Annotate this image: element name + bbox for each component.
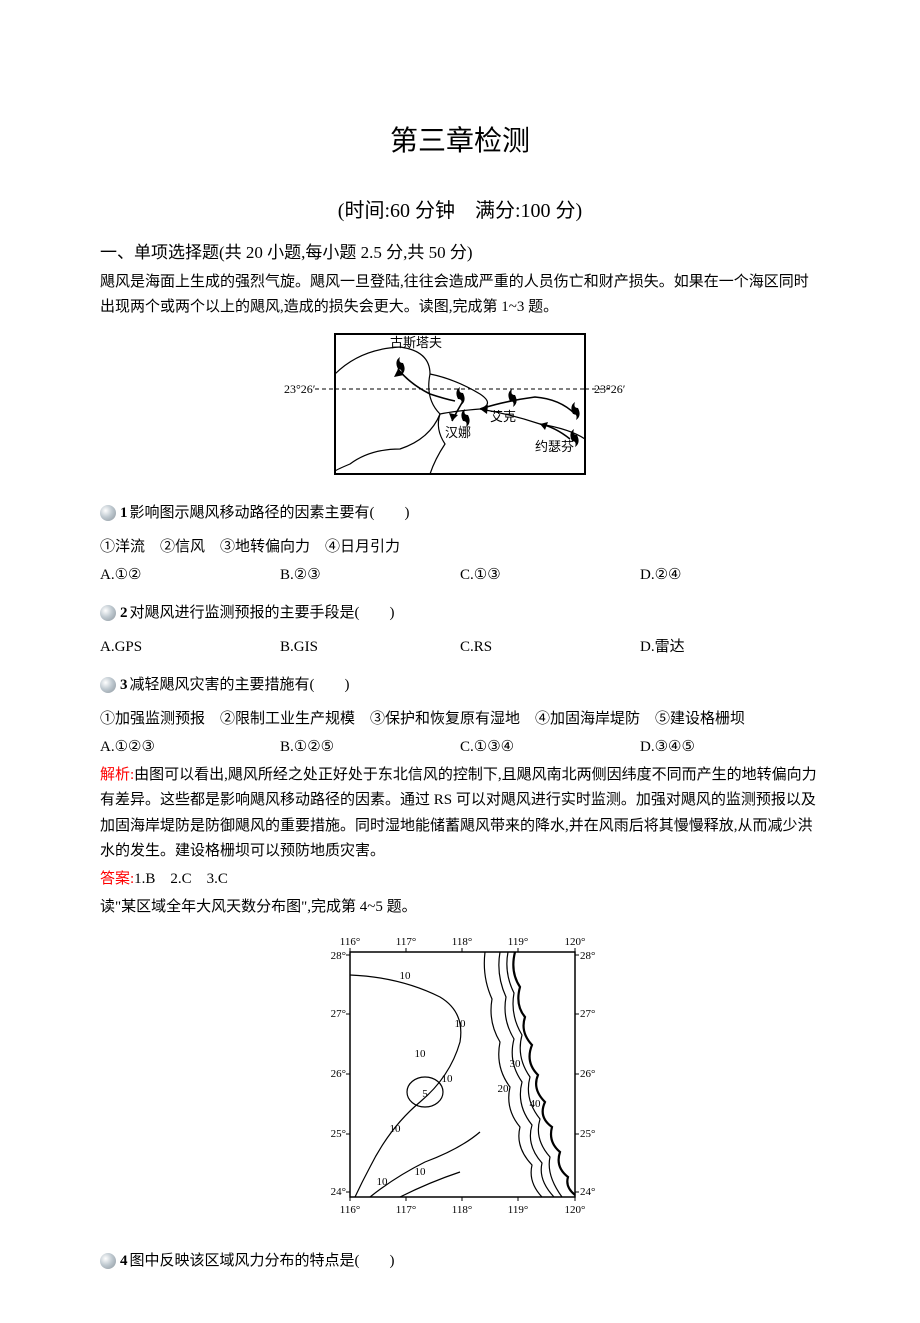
svg-text:117°: 117° xyxy=(396,1204,417,1216)
q1-subs: ①洋流 ②信风 ③地转偏向力 ④日月引力 xyxy=(100,535,820,559)
svg-text:24°: 24° xyxy=(580,1186,595,1198)
svg-text:24°: 24° xyxy=(331,1186,346,1198)
svg-text:10: 10 xyxy=(377,1176,389,1188)
analysis-label: 解析: xyxy=(100,767,134,783)
svg-text:119°: 119° xyxy=(508,1204,529,1216)
q3-choice-a: A.①②③ xyxy=(100,735,280,759)
question-2: 2 对飓风进行监测预报的主要手段是( ) A.GPS B.GIS C.RS D.… xyxy=(100,601,820,659)
svg-text:30: 30 xyxy=(510,1058,522,1070)
svg-text:28°: 28° xyxy=(580,950,595,962)
q2-choice-d: D.雷达 xyxy=(640,635,820,659)
q3-choice-b: B.①②⑤ xyxy=(280,735,460,759)
analysis-text: 由图可以看出,飓风所经之处正好处于东北信风的控制下,且飓风南北两侧因纬度不同而产… xyxy=(100,767,817,860)
svg-text:20: 20 xyxy=(498,1083,510,1095)
storm-hanna: 汉娜 xyxy=(445,425,471,440)
q3-subs: ①加强监测预报 ②限制工业生产规模 ③保护和恢复原有湿地 ④加固海岸堤防 ⑤建设… xyxy=(100,707,820,731)
bullet-icon xyxy=(100,605,116,621)
q4-num: 4 xyxy=(120,1249,128,1273)
svg-text:10: 10 xyxy=(415,1166,427,1178)
bullet-icon xyxy=(100,1253,116,1269)
q2-choice-b: B.GIS xyxy=(280,635,460,659)
q2-num: 2 xyxy=(120,601,128,625)
section-header: 一、单项选择题(共 20 小题,每小题 2.5 分,共 50 分) xyxy=(100,239,820,266)
question-1: 1 影响图示飓风移动路径的因素主要有( ) ①洋流 ②信风 ③地转偏向力 ④日月… xyxy=(100,501,820,587)
svg-text:26°: 26° xyxy=(331,1068,346,1080)
q2-choices: A.GPS B.GIS C.RS D.雷达 xyxy=(100,635,820,659)
analysis-block: 解析:由图可以看出,飓风所经之处正好处于东北信风的控制下,且飓风南北两侧因纬度不… xyxy=(100,763,820,865)
q1-choices: A.①② B.②③ C.①③ D.②④ xyxy=(100,563,820,587)
svg-text:27°: 27° xyxy=(331,1008,346,1020)
q3-choice-c: C.①③④ xyxy=(460,735,640,759)
q2-choice-c: C.RS xyxy=(460,635,640,659)
q4-text: 图中反映该区域风力分布的特点是( ) xyxy=(130,1249,395,1273)
question-4: 4 图中反映该区域风力分布的特点是( ) xyxy=(100,1249,820,1273)
bullet-icon xyxy=(100,505,116,521)
answer-label: 答案: xyxy=(100,871,134,887)
figure-1: 23°26′ 23°26′ 古斯塔夫 汉娜 艾克 约瑟芬 xyxy=(100,329,820,487)
svg-text:118°: 118° xyxy=(452,936,473,948)
q1-text: 影响图示飓风移动路径的因素主要有( ) xyxy=(130,501,410,525)
q1-choice-d: D.②④ xyxy=(640,563,820,587)
lat-left: 23°26′ xyxy=(284,382,316,396)
svg-text:116°: 116° xyxy=(340,1204,361,1216)
svg-text:27°: 27° xyxy=(580,1008,595,1020)
storm-gustav: 古斯塔夫 xyxy=(390,335,442,350)
q3-choice-d: D.③④⑤ xyxy=(640,735,820,759)
intro-text-2: 读"某区域全年大风天数分布图",完成第 4~5 题。 xyxy=(100,895,820,919)
svg-text:10: 10 xyxy=(442,1073,454,1085)
svg-text:25°: 25° xyxy=(331,1128,346,1140)
q3-choices: A.①②③ B.①②⑤ C.①③④ D.③④⑤ xyxy=(100,735,820,759)
svg-text:26°: 26° xyxy=(580,1068,595,1080)
lat-right: 23°26′ xyxy=(594,382,626,396)
q2-choice-a: A.GPS xyxy=(100,635,280,659)
page-title: 第三章检测 xyxy=(100,120,820,165)
svg-text:116°: 116° xyxy=(340,936,361,948)
q1-choice-a: A.①② xyxy=(100,563,280,587)
q1-choice-b: B.②③ xyxy=(280,563,460,587)
q1-choice-c: C.①③ xyxy=(460,563,640,587)
q3-text: 减轻飓风灾害的主要措施有( ) xyxy=(130,673,350,697)
svg-text:120°: 120° xyxy=(565,936,586,948)
storm-josephine: 约瑟芬 xyxy=(535,439,574,454)
answer-text: 1.B 2.C 3.C xyxy=(134,871,228,887)
svg-text:28°: 28° xyxy=(331,950,346,962)
bullet-icon xyxy=(100,677,116,693)
q1-num: 1 xyxy=(120,501,128,525)
svg-text:25°: 25° xyxy=(580,1128,595,1140)
svg-text:40: 40 xyxy=(530,1098,542,1110)
answer-block: 答案:1.B 2.C 3.C xyxy=(100,867,820,891)
intro-text-1: 飓风是海面上生成的强烈气旋。飓风一旦登陆,往往会造成严重的人员伤亡和财产损失。如… xyxy=(100,270,820,321)
svg-text:117°: 117° xyxy=(396,936,417,948)
page-subtitle: (时间:60 分钟 满分:100 分) xyxy=(100,195,820,227)
storm-ike: 艾克 xyxy=(490,409,516,424)
svg-text:120°: 120° xyxy=(565,1204,586,1216)
svg-text:10: 10 xyxy=(415,1048,427,1060)
q3-num: 3 xyxy=(120,673,128,697)
svg-text:118°: 118° xyxy=(452,1204,473,1216)
svg-text:10: 10 xyxy=(400,970,412,982)
svg-text:10: 10 xyxy=(390,1123,402,1135)
svg-text:10: 10 xyxy=(455,1018,467,1030)
svg-text:5: 5 xyxy=(422,1088,428,1100)
question-3: 3 减轻飓风灾害的主要措施有( ) ①加强监测预报 ②限制工业生产规模 ③保护和… xyxy=(100,673,820,759)
figure-2: 116° 117° 118° 119° 120° 116° 117° 118° … xyxy=(100,927,820,1235)
svg-text:119°: 119° xyxy=(508,936,529,948)
q2-text: 对飓风进行监测预报的主要手段是( ) xyxy=(130,601,395,625)
